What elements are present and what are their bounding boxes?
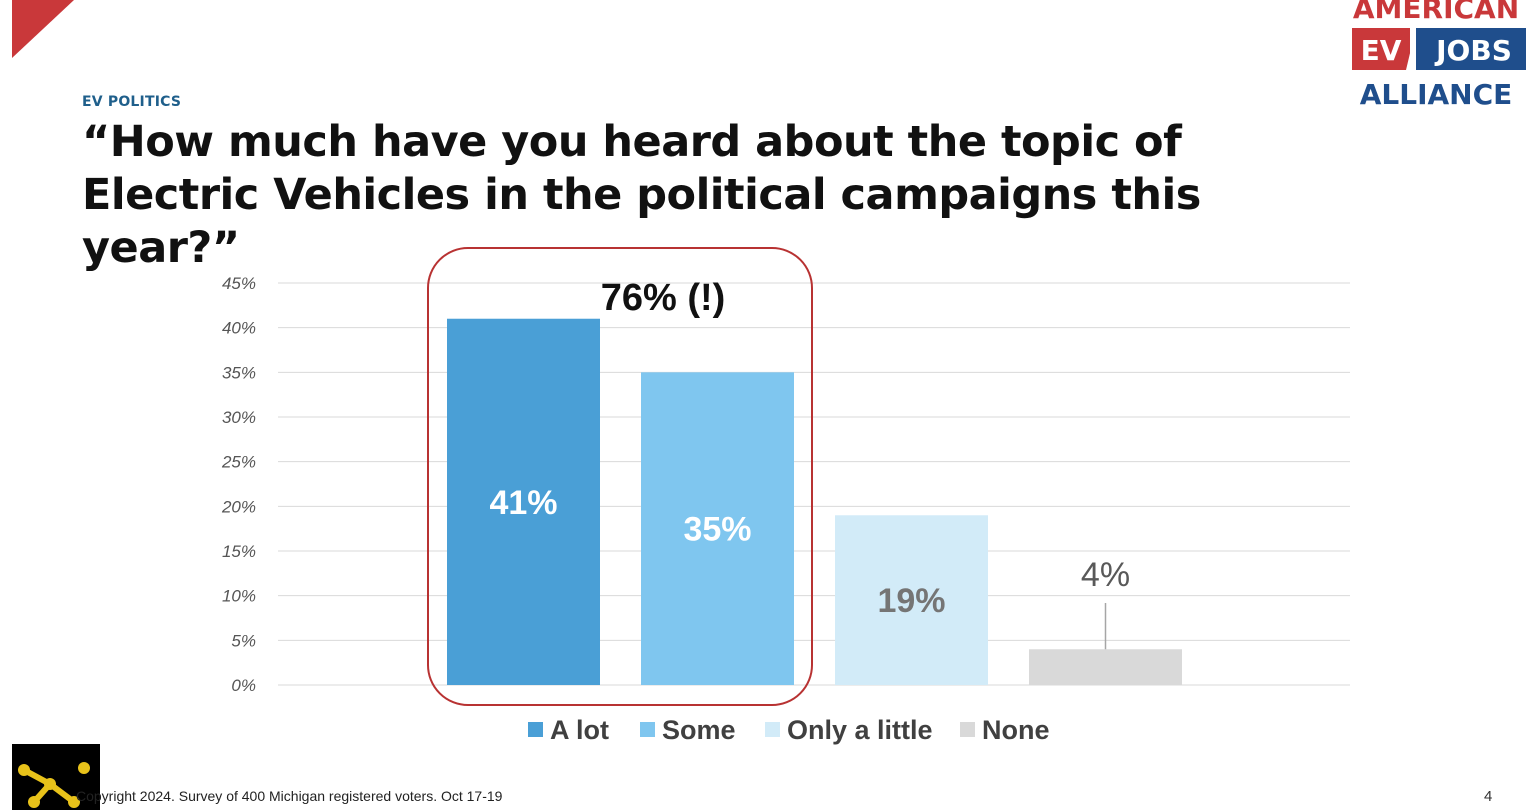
legend-swatch: [528, 722, 543, 737]
legend-label: Some: [662, 715, 736, 745]
legend-swatch: [765, 722, 780, 737]
y-tick-label: 35%: [222, 363, 256, 382]
chart-annotation: 76% (!): [427, 247, 813, 706]
footer-brand-logo: [12, 744, 100, 810]
chart-y-axis: 0% 5% 10% 15% 20% 25% 30% 35% 40% 45%: [221, 274, 256, 695]
y-tick-label: 5%: [231, 631, 256, 650]
chart-gridlines: [278, 282, 1350, 686]
bar-only-a-little: [835, 515, 988, 685]
data-label: 41%: [489, 484, 557, 522]
bar-none: [1029, 649, 1182, 685]
y-tick-label: 15%: [222, 542, 256, 561]
logo-ev-text: EV: [1361, 34, 1402, 67]
legend-label: None: [982, 715, 1050, 745]
bar-a-lot: [447, 318, 600, 685]
logo-ev-box: [1352, 28, 1410, 70]
section-label: EV POLITICS: [82, 94, 182, 110]
y-tick-label: 10%: [222, 587, 256, 606]
data-label: 4%: [1081, 556, 1130, 594]
legend-label: Only a little: [787, 715, 933, 745]
legend-swatch: [960, 722, 975, 737]
corner-accent-triangle: [12, 0, 74, 58]
data-label: 35%: [683, 511, 751, 549]
y-tick-label: 40%: [222, 319, 256, 338]
highlight-box: [427, 247, 813, 706]
logo-jobs-box: [1416, 28, 1526, 70]
annotation-label: 76% (!): [601, 277, 726, 319]
page-number: 4: [1484, 788, 1493, 805]
y-tick-label: 25%: [221, 453, 256, 472]
logo-line-american: AMERICAN: [1353, 0, 1519, 25]
page-title: “How much have you heard about the topic…: [82, 117, 1201, 273]
y-tick-label: 20%: [221, 497, 256, 516]
legend-swatch: [640, 722, 655, 737]
legend-label: A lot: [550, 715, 609, 745]
chart-bars: 41% 35% 19% 4%: [447, 318, 1182, 685]
logo-jobs-text: JOBS: [1434, 34, 1512, 67]
logo-line-alliance: ALLIANCE: [1360, 78, 1513, 111]
american-ev-jobs-alliance-logo: AMERICAN EV JOBS ALLIANCE: [1352, 0, 1526, 111]
data-label: 19%: [877, 582, 945, 620]
y-tick-label: 0%: [231, 676, 256, 695]
bar-some: [641, 372, 794, 685]
chart-legend: A lot Some Only a little None: [528, 715, 1050, 745]
y-tick-label: 30%: [222, 408, 256, 427]
y-tick-label: 45%: [222, 274, 256, 293]
copyright-note: Copyright 2024. Survey of 400 Michigan r…: [76, 788, 503, 804]
